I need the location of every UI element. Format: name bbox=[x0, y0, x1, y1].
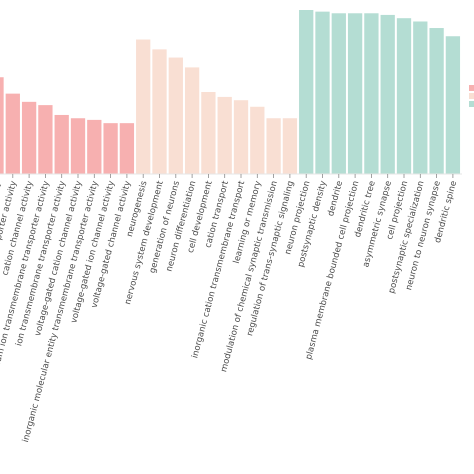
bar-g2-8 bbox=[429, 28, 444, 174]
bar-g0-3 bbox=[38, 105, 53, 174]
x-tick-labels: ion transmembrane transporter activityca… bbox=[0, 179, 459, 443]
bar-g1-1 bbox=[152, 49, 167, 174]
bar-g2-5 bbox=[380, 14, 395, 175]
x-tick-marks bbox=[12, 174, 454, 178]
bar-g1-7 bbox=[250, 106, 265, 174]
bar-g0-2 bbox=[21, 101, 37, 174]
bar-g2-2 bbox=[331, 13, 346, 175]
bar-g0-6 bbox=[87, 119, 102, 174]
bar-g0-7 bbox=[103, 123, 118, 174]
bar-g1-4 bbox=[201, 92, 216, 174]
bar-g2-1 bbox=[315, 11, 330, 175]
legend bbox=[469, 85, 474, 107]
legend-swatch bbox=[469, 93, 474, 99]
bars-layer bbox=[0, 10, 461, 175]
bar-g0-5 bbox=[70, 118, 86, 174]
legend-swatch bbox=[469, 85, 474, 91]
bar-g0-8 bbox=[119, 123, 135, 174]
bar-g1-6 bbox=[233, 100, 249, 174]
bar-g0-0 bbox=[0, 77, 4, 174]
bar-g2-4 bbox=[364, 13, 379, 175]
bar-g1-8 bbox=[266, 118, 281, 174]
bar-g1-5 bbox=[217, 96, 232, 174]
legend-swatch bbox=[469, 101, 474, 107]
bar-g1-9 bbox=[282, 118, 298, 174]
bar-g2-0 bbox=[299, 10, 314, 174]
bar-g0-4 bbox=[54, 114, 69, 174]
bar-g0-1 bbox=[5, 93, 20, 174]
bar-g2-6 bbox=[396, 18, 412, 175]
bar-g1-0 bbox=[136, 39, 151, 174]
bar-g2-7 bbox=[413, 21, 428, 175]
bar-g2-3 bbox=[347, 13, 363, 175]
bar-g1-2 bbox=[168, 57, 183, 175]
bar-g1-3 bbox=[184, 67, 200, 174]
bar-g2-9 bbox=[445, 36, 461, 174]
